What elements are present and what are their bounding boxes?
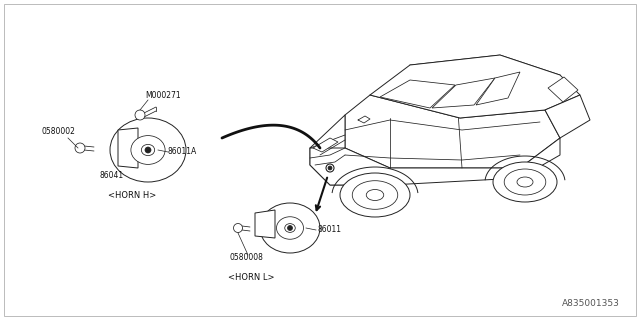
Polygon shape [432, 78, 495, 108]
Ellipse shape [285, 224, 295, 232]
Circle shape [75, 143, 85, 153]
Polygon shape [548, 77, 578, 102]
Circle shape [234, 223, 243, 233]
Ellipse shape [276, 217, 303, 239]
Ellipse shape [260, 203, 320, 253]
Ellipse shape [131, 136, 165, 164]
Polygon shape [476, 72, 520, 105]
Text: <HORN L>: <HORN L> [228, 274, 275, 283]
Ellipse shape [141, 144, 155, 156]
Polygon shape [380, 80, 455, 108]
Polygon shape [345, 95, 560, 168]
Ellipse shape [340, 173, 410, 217]
Text: <HORN H>: <HORN H> [108, 191, 156, 201]
Text: 0580002: 0580002 [42, 127, 76, 137]
Circle shape [328, 166, 332, 170]
Polygon shape [313, 138, 338, 152]
Ellipse shape [504, 169, 546, 195]
Text: 0580008: 0580008 [230, 253, 264, 262]
Polygon shape [310, 115, 370, 185]
Ellipse shape [493, 162, 557, 202]
Polygon shape [310, 138, 560, 185]
Text: 86011: 86011 [318, 226, 342, 235]
Text: 86041: 86041 [100, 171, 124, 180]
Ellipse shape [366, 189, 384, 201]
Polygon shape [255, 210, 275, 238]
Text: A835001353: A835001353 [562, 299, 620, 308]
Polygon shape [370, 55, 580, 118]
Ellipse shape [517, 177, 533, 187]
Circle shape [287, 226, 292, 230]
Circle shape [145, 147, 151, 153]
Polygon shape [118, 128, 138, 168]
Circle shape [326, 164, 334, 172]
Text: M000271: M000271 [145, 91, 180, 100]
Ellipse shape [110, 118, 186, 182]
Text: 86011A: 86011A [168, 148, 197, 156]
Ellipse shape [352, 181, 397, 209]
Circle shape [135, 110, 145, 120]
Polygon shape [545, 95, 590, 138]
